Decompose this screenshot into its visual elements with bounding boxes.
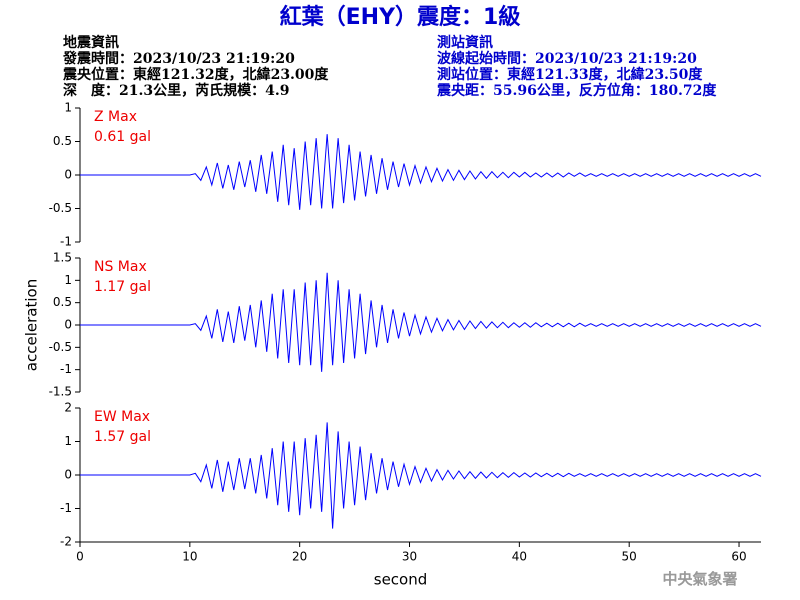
y-tick-label: -0.5: [49, 340, 72, 354]
x-tick-label: 50: [622, 550, 637, 564]
title: 紅葉（EHY）震度：1級: [280, 4, 521, 30]
y-tick-label: 0.5: [53, 295, 72, 309]
y-axis-label: acceleration: [23, 279, 41, 371]
waveform: [80, 272, 762, 372]
y-tick-label: -1: [60, 235, 72, 249]
info-line: 震央距：55.96公里，反方位角：180.72度: [436, 82, 717, 99]
y-tick-label: 1.5: [53, 251, 72, 265]
y-tick-label: -2: [60, 535, 72, 549]
channel-label: Z Max: [94, 109, 137, 125]
x-tick-label: 40: [512, 550, 527, 564]
info-line: 測站位置：東經121.33度，北緯23.50度: [437, 66, 703, 83]
y-tick-label: 1: [64, 434, 72, 448]
waveform: [80, 422, 762, 529]
x-tick-label: 0: [76, 550, 84, 564]
max-label: 1.17 gal: [94, 279, 151, 295]
waveform: [80, 134, 762, 210]
y-tick-label: -1: [60, 501, 72, 515]
y-tick-label: 2: [64, 401, 72, 415]
y-tick-label: 0: [64, 468, 72, 482]
info-line: 波線起始時間：2023/10/23 21:19:20: [437, 50, 697, 67]
footer: 中央氣象署: [662, 570, 737, 588]
channel-label: EW Max: [94, 409, 150, 425]
channel-label: NS Max: [94, 259, 147, 275]
y-tick-label: 1: [64, 101, 72, 115]
info-line: 震央位置：東經121.32度，北緯23.00度: [62, 66, 329, 83]
info-line: 地震資訊: [63, 34, 119, 51]
info-line: 發震時間：2023/10/23 21:19:20: [62, 50, 295, 67]
info-line: 深 度：21.3公里，芮氏規模：4.9: [63, 82, 289, 99]
max-label: 1.57 gal: [94, 429, 151, 445]
x-tick-label: 20: [292, 550, 307, 564]
info-line: 測站資訊: [437, 34, 493, 51]
y-tick-label: 0: [64, 318, 72, 332]
y-tick-label: -1: [60, 362, 72, 376]
x-tick-label: 30: [402, 550, 417, 564]
max-label: 0.61 gal: [94, 129, 151, 145]
x-axis-label: second: [374, 571, 428, 589]
y-tick-label: 0: [64, 168, 72, 182]
y-tick-label: -1.5: [49, 385, 72, 399]
y-tick-label: -0.5: [49, 201, 72, 215]
x-tick-label: 60: [731, 550, 746, 564]
y-tick-label: 0.5: [53, 134, 72, 148]
x-tick-label: 10: [182, 550, 197, 564]
y-tick-label: 1: [64, 273, 72, 287]
